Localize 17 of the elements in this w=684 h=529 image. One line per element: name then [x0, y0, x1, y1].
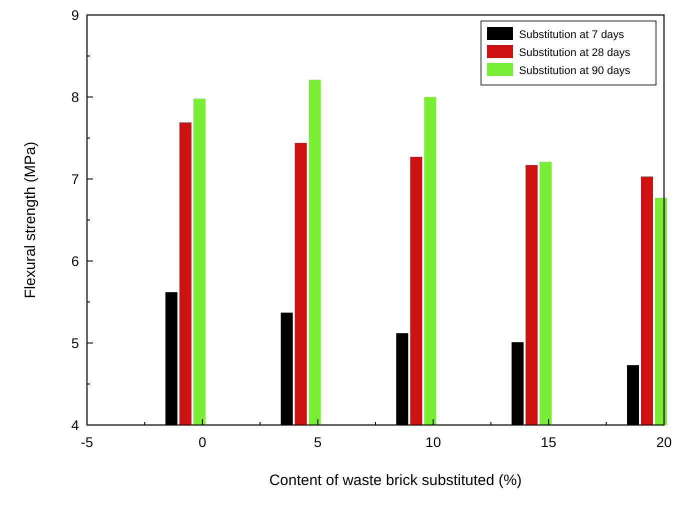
- x-axis-title: Content of waste brick substituted (%): [269, 472, 522, 489]
- y-tick-label: 6: [71, 252, 80, 269]
- y-axis-title: Flexural strength (MPa): [22, 142, 39, 298]
- y-tick-label: 9: [71, 6, 80, 23]
- y-tick-label: 5: [71, 334, 80, 351]
- x-tick-label: 15: [540, 434, 557, 450]
- x-tick-label: -5: [80, 434, 94, 450]
- x-tick-label: 10: [425, 434, 442, 450]
- x-tick-label: 0: [198, 434, 206, 450]
- legend-label: Substitution at 7 days: [519, 28, 625, 41]
- x-tick-label: 20: [656, 434, 672, 450]
- x-tick-label: 5: [314, 434, 322, 450]
- y-tick-label: 4: [71, 416, 80, 433]
- legend-label: Substitution at 28 days: [519, 46, 631, 59]
- y-tick-label: 7: [71, 170, 80, 187]
- y-tick-label: 8: [71, 88, 80, 105]
- legend-label: Substitution at 90 days: [519, 64, 631, 77]
